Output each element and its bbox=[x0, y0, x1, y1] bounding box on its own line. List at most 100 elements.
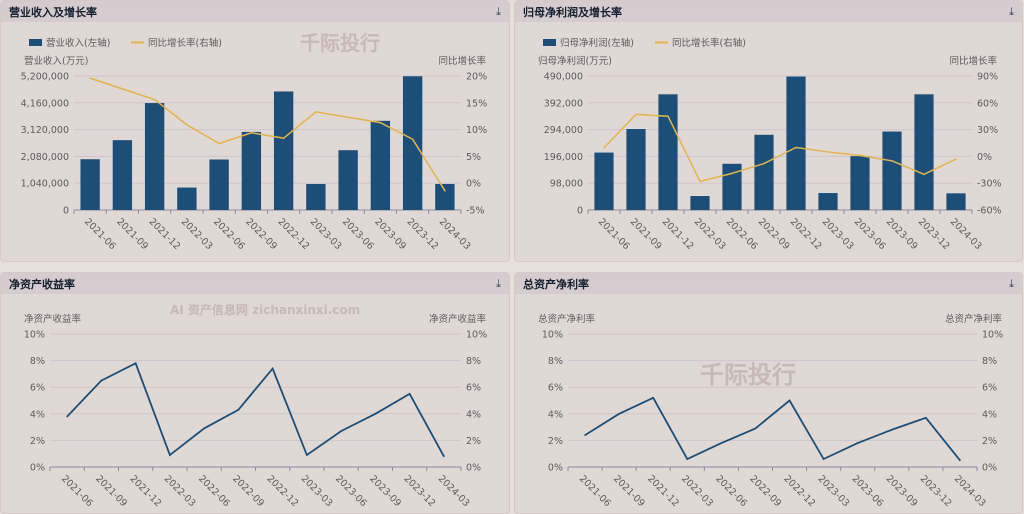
bar bbox=[786, 76, 806, 210]
series-line bbox=[603, 113, 957, 183]
right-tick-label: 90% bbox=[977, 72, 998, 83]
data-point bbox=[925, 416, 927, 419]
data-point bbox=[959, 459, 961, 462]
left-tick-label: 2% bbox=[548, 436, 563, 447]
roa-chart: 总资产净利率 总资产净利率 0% 0% 2% 2% 4% 4% 6% 6% 8% 8% 10% 10% 20… bbox=[538, 313, 1003, 509]
left-tick-label: 6% bbox=[548, 383, 563, 394]
x-tick-label: 2021-06 bbox=[577, 473, 613, 509]
x-tick-label: 2023-09 bbox=[884, 473, 920, 509]
panel-title: 总资产净利率 bbox=[523, 277, 589, 291]
data-point bbox=[100, 379, 103, 382]
x-tick-label: 2023-06 bbox=[852, 216, 888, 252]
data-point bbox=[891, 160, 893, 162]
left-tick-label: 0 bbox=[63, 206, 69, 217]
panel-header: 总资产净利率 ⤓ bbox=[515, 273, 1022, 294]
right-tick-label: 0% bbox=[466, 179, 481, 190]
data-point bbox=[754, 427, 757, 430]
left-tick-label: 8% bbox=[30, 356, 45, 367]
download-icon[interactable]: ⤓ bbox=[496, 276, 501, 290]
left-axis-title: 净资产收益率 bbox=[24, 313, 82, 325]
right-tick-label: 2% bbox=[466, 436, 481, 447]
x-tick-label: 2021-12 bbox=[128, 473, 164, 509]
data-point bbox=[584, 434, 586, 436]
left-axis-title: 营业收入(万元) bbox=[24, 55, 88, 67]
left-tick-label: 8% bbox=[548, 356, 563, 367]
x-tick-label: 2022-09 bbox=[243, 216, 279, 252]
bar bbox=[338, 150, 358, 210]
left-tick-label: 4% bbox=[30, 409, 45, 420]
legend-bar-label: 营业收入(左轴) bbox=[46, 37, 110, 49]
right-tick-label: 6% bbox=[982, 383, 997, 394]
x-tick-label: 2023-03 bbox=[820, 216, 856, 252]
left-tick-label: 294,000 bbox=[544, 125, 583, 136]
download-icon[interactable]: ⤓ bbox=[1009, 276, 1014, 290]
left-tick-label: 196,000 bbox=[544, 152, 583, 163]
bar bbox=[818, 193, 838, 210]
x-tick-label: 2023-12 bbox=[402, 473, 438, 509]
data-point bbox=[306, 454, 308, 456]
x-tick-label: 2024-03 bbox=[437, 216, 473, 252]
panel-title: 净资产收益率 bbox=[9, 277, 75, 291]
x-tick-label: 2022-12 bbox=[781, 473, 817, 509]
download-icon[interactable]: ⤓ bbox=[496, 4, 501, 18]
x-tick-label: 2022-09 bbox=[747, 473, 783, 509]
data-point bbox=[652, 397, 655, 399]
data-point bbox=[720, 442, 723, 444]
right-tick-label: 2% bbox=[982, 436, 997, 447]
left-tick-label: 490,000 bbox=[544, 72, 583, 83]
x-tick-label: 2023-09 bbox=[372, 216, 408, 252]
x-tick-label: 2024-03 bbox=[952, 473, 988, 509]
bar bbox=[209, 159, 229, 210]
x-tick-label: 2023-09 bbox=[367, 473, 403, 509]
bar bbox=[177, 187, 197, 210]
data-point bbox=[667, 115, 669, 117]
right-axis-title: 同比增长率 bbox=[438, 55, 486, 67]
legend-bar-swatch bbox=[29, 39, 42, 46]
left-axis-title: 总资产净利率 bbox=[538, 313, 596, 325]
right-tick-label: 8% bbox=[466, 356, 481, 367]
right-tick-label: 10% bbox=[466, 330, 487, 341]
panel-header: 归母净利润及增长率 ⤓ bbox=[515, 1, 1022, 22]
x-tick-label: 2021-09 bbox=[628, 216, 664, 252]
bar bbox=[370, 120, 391, 210]
right-axis-title: 净资产收益率 bbox=[429, 313, 487, 325]
net-profit-chart: 归母净利润(左轴) 同比增长率(右轴) 归母净利润(万元) 同比增长率 0 -60% 98,… bbox=[538, 37, 1002, 252]
left-tick-label: 4% bbox=[548, 409, 563, 420]
x-tick-label: 2022-03 bbox=[162, 473, 198, 509]
data-point bbox=[763, 162, 765, 165]
data-point bbox=[788, 399, 791, 402]
bar bbox=[882, 131, 902, 210]
bar bbox=[80, 159, 100, 210]
data-point bbox=[444, 189, 446, 192]
x-tick-label: 2021-12 bbox=[660, 216, 696, 252]
panel-title: 营业收入及增长率 bbox=[9, 5, 97, 19]
x-tick-label: 2024-03 bbox=[436, 473, 472, 509]
data-point bbox=[822, 458, 825, 460]
bar bbox=[946, 193, 966, 210]
bar bbox=[273, 91, 294, 210]
right-tick-label: -5% bbox=[466, 206, 485, 217]
data-point bbox=[315, 111, 317, 113]
data-point bbox=[186, 123, 188, 126]
legend-line-label: 同比增长率(右轴) bbox=[148, 37, 222, 49]
right-tick-label: 10% bbox=[466, 125, 487, 136]
data-point bbox=[408, 393, 411, 395]
data-point bbox=[699, 180, 701, 183]
revenue-chart: 营业收入(左轴) 同比增长率(右轴) 营业收入(万元) 同比增长率 0 -5% 1,040,… bbox=[21, 37, 487, 252]
data-point bbox=[379, 121, 382, 124]
x-tick-label: 2022-12 bbox=[276, 216, 312, 252]
left-tick-label: 0 bbox=[577, 206, 583, 217]
data-point bbox=[795, 146, 797, 149]
bar bbox=[306, 183, 326, 210]
data-point bbox=[66, 415, 68, 418]
x-tick-label: 2022-12 bbox=[265, 473, 301, 509]
download-icon[interactable]: ⤓ bbox=[1009, 4, 1014, 18]
left-tick-label: 3,120,000 bbox=[21, 125, 69, 136]
right-tick-label: 6% bbox=[466, 383, 481, 394]
x-tick-label: 2021-06 bbox=[82, 216, 118, 252]
left-tick-label: 0% bbox=[548, 463, 563, 474]
data-point bbox=[374, 413, 377, 415]
x-tick-label: 2022-03 bbox=[179, 216, 215, 252]
x-tick-label: 2022-03 bbox=[692, 216, 728, 252]
x-tick-label: 2023-03 bbox=[308, 216, 344, 252]
